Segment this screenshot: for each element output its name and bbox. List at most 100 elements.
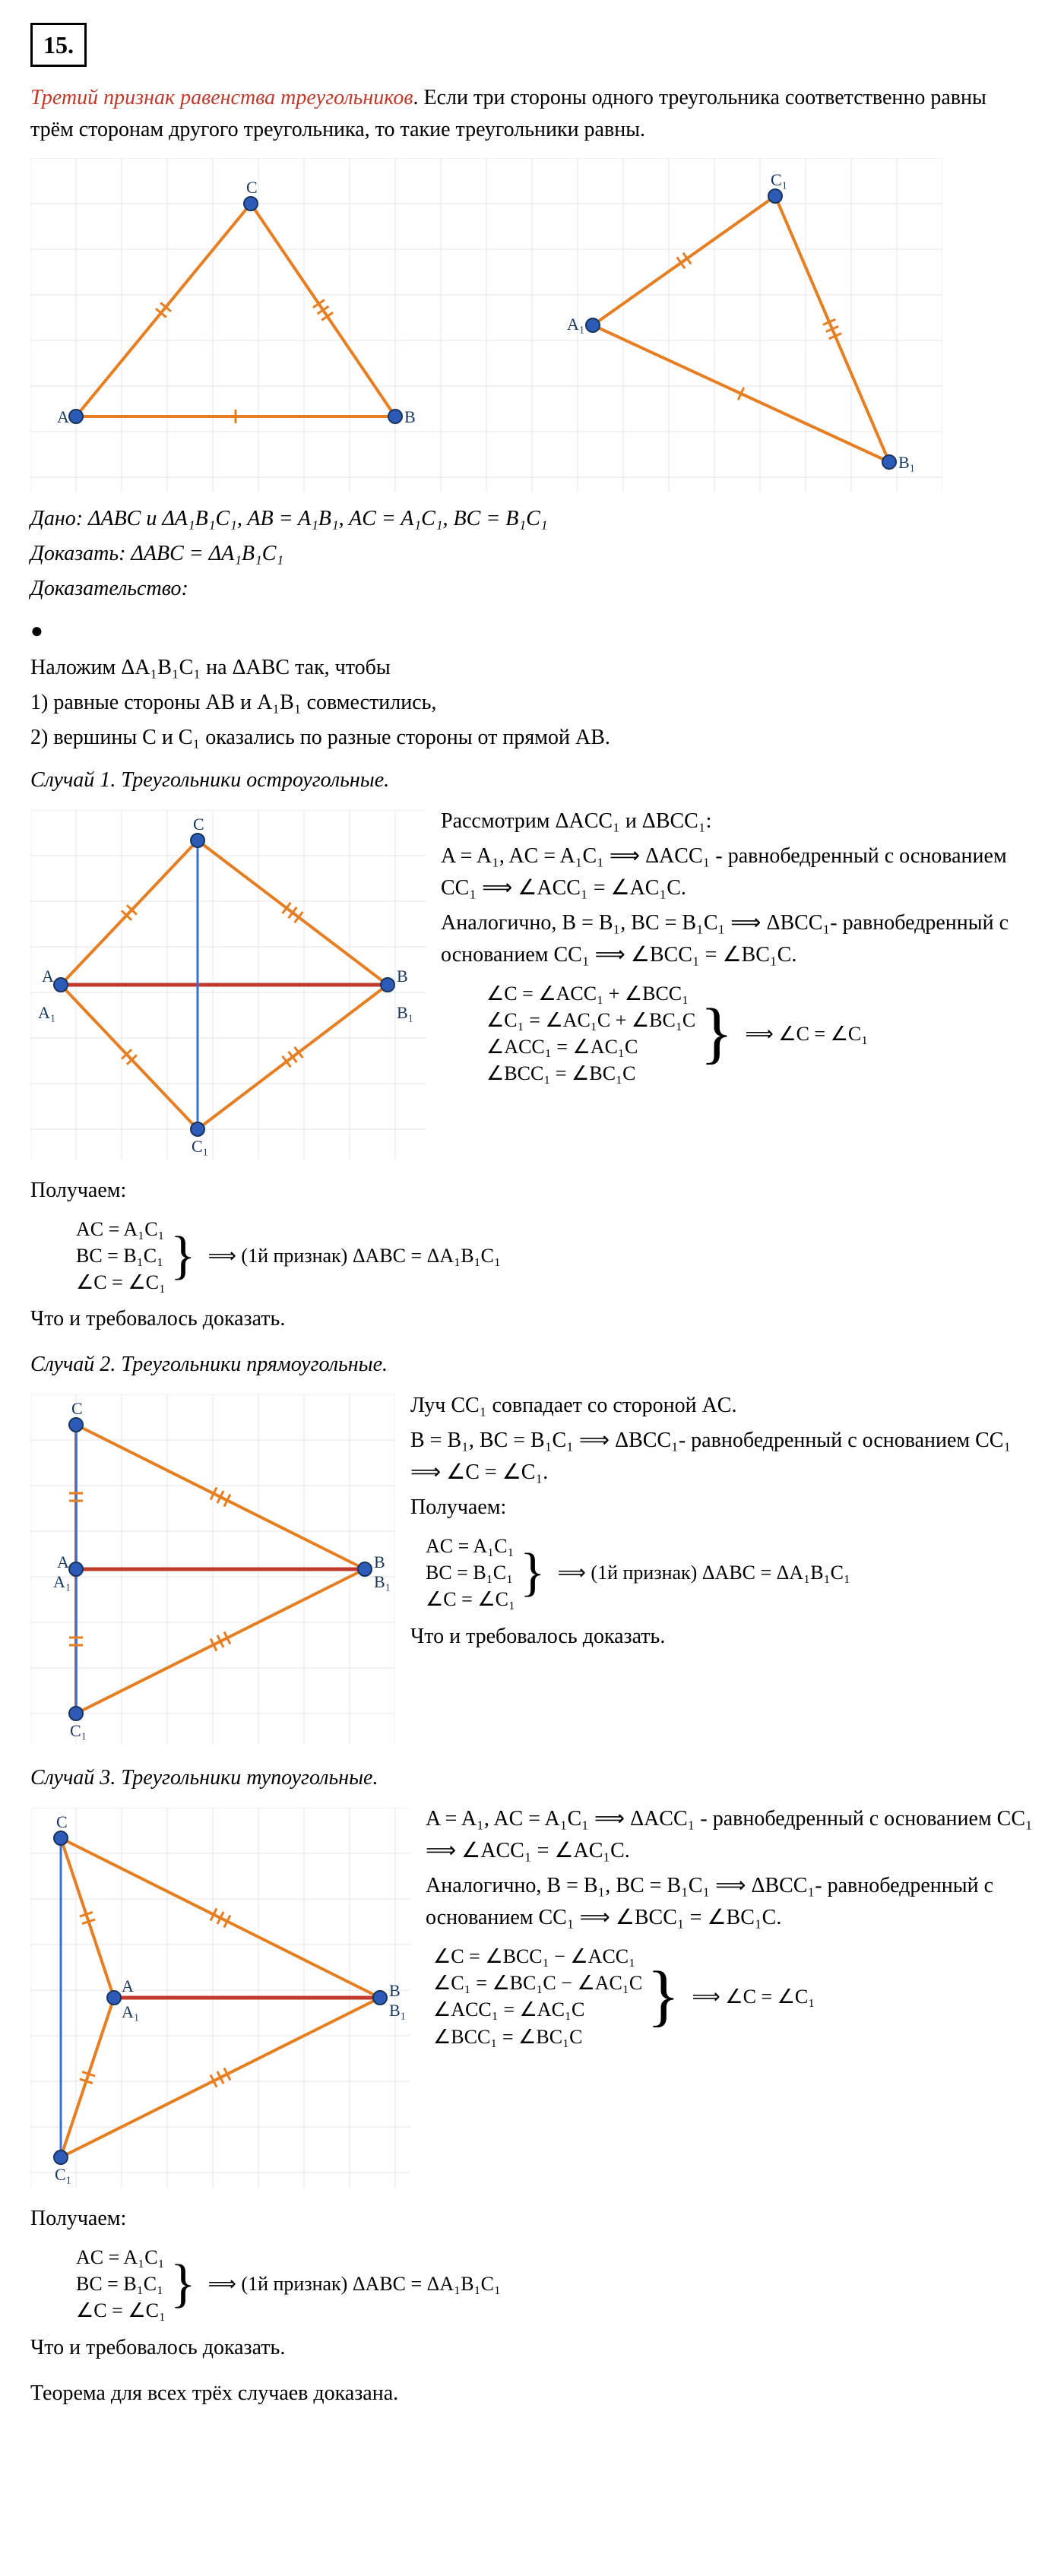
- svg-text:C₁: C₁: [55, 2165, 71, 2184]
- case1-brace: ∠C = ∠ACC₁ + ∠BCC₁∠C₁ = ∠AC₁C + ∠BC₁C∠AC…: [486, 979, 1034, 1087]
- brace-line: ∠C = ∠BCC₁ − ∠ACC₁: [433, 1943, 642, 1970]
- case3-label-text: Случай 3: [30, 1766, 110, 1790]
- brace-line: ∠C₁ = ∠AC₁C + ∠BC₁C: [486, 1007, 695, 1033]
- brace-line: ∠ACC₁ = ∠AC₁C: [433, 1996, 642, 2023]
- brace-line: BC = B₁C₁: [76, 1242, 166, 1269]
- case1-row: AA₁BB₁CC₁ Рассмотрим ΔACC₁ и ΔBCC₁: A = …: [30, 802, 1034, 1167]
- case3-row: C A A₁ BB₁ C₁ A = A₁, AC = A₁C₁ ⟹ ΔACC₁ - ра…: [30, 1800, 1034, 2195]
- svg-text:A₁: A₁: [53, 1572, 71, 1591]
- case1-text: Рассмотрим ΔACC₁ и ΔBCC₁: A = A₁, AC = A…: [441, 802, 1034, 1094]
- overlay-step2: 2) вершины C и C₁ оказались по разные ст…: [30, 722, 1034, 754]
- case1-label: Случай 1. Треугольники остроугольные.: [30, 764, 1034, 796]
- case2-get: Получаем:: [410, 1492, 1034, 1524]
- svg-text:B₁: B₁: [374, 1572, 391, 1591]
- svg-text:C: C: [193, 815, 204, 834]
- prove-text: : ΔABC = ΔA₁B₁C₁: [119, 542, 283, 565]
- brace-line: ∠C = ∠ACC₁ + ∠BCC₁: [486, 980, 695, 1007]
- brace-line: BC = B₁C₁: [76, 2271, 166, 2297]
- brace-line: AC = A₁C₁: [76, 2244, 166, 2271]
- case1-label-text: Случай 1: [30, 768, 110, 792]
- case3-line1: A = A₁, AC = A₁C₁ ⟹ ΔACC₁ - равнобедренн…: [426, 1803, 1034, 1867]
- svg-text:C₁: C₁: [192, 1137, 208, 1156]
- svg-text:C: C: [246, 178, 258, 197]
- brace-icon: }: [170, 2263, 196, 2305]
- svg-text:C₁: C₁: [70, 1721, 87, 1740]
- svg-text:B₁: B₁: [397, 1003, 413, 1022]
- case3-final-brace: AC = A₁C₁BC = B₁C₁∠C = ∠C₁ } ⟹ (1й призн…: [76, 2242, 1034, 2324]
- case2-final-result: ⟹ (1й признак) ΔABC = ΔA₁B₁C₁: [558, 1558, 850, 1587]
- dano-text: : ΔABC и ΔA₁B₁C₁, AB = A₁B₁, AC = A₁C₁, …: [76, 507, 548, 530]
- brace-icon: }: [170, 1235, 196, 1277]
- svg-text:A₁: A₁: [38, 1003, 56, 1022]
- prove-label: Доказать: [30, 542, 119, 565]
- case1-line2: A = A₁, AC = A₁C₁ ⟹ ΔACC₁ - равнобедренн…: [441, 840, 1034, 904]
- svg-text:B: B: [374, 1552, 385, 1571]
- brace-line: ∠BCC₁ = ∠BC₁C: [486, 1060, 695, 1087]
- svg-text:A: A: [57, 407, 69, 426]
- case2-label-text: Случай 2: [30, 1353, 110, 1376]
- brace-line: AC = A₁C₁: [426, 1533, 515, 1559]
- bullet-icon: ●: [30, 616, 1034, 647]
- svg-text:C: C: [71, 1399, 83, 1418]
- case2-final-brace: AC = A₁C₁BC = B₁C₁∠C = ∠C₁ } ⟹ (1й призн…: [426, 1531, 1034, 1612]
- brace-line: ∠C = ∠C₁: [76, 2297, 166, 2324]
- brace-icon: }: [647, 1969, 679, 2024]
- case3-qed: Что и требовалось доказать.: [30, 2332, 1034, 2364]
- case3-brace-result: ⟹ ∠C = ∠C₁: [692, 1982, 815, 2011]
- svg-text:A: A: [42, 967, 54, 986]
- case1-line3: Аналогично, B = B₁, BC = B₁C₁ ⟹ ΔBCC₁- р…: [441, 907, 1034, 971]
- case3-title: . Треугольники тупоугольные.: [110, 1766, 378, 1790]
- svg-text:C: C: [56, 1812, 68, 1831]
- svg-text:B: B: [389, 1981, 401, 2000]
- case1-final-result: ⟹ (1й признак) ΔABC = ΔA₁B₁C₁: [208, 1241, 501, 1271]
- dano-label: Дано: [30, 507, 76, 530]
- brace-line: ∠C = ∠C₁: [426, 1586, 515, 1612]
- figure-case2: C AA₁ BB₁ C₁: [30, 1394, 395, 1744]
- problem-number: 15.: [30, 23, 87, 67]
- svg-text:A: A: [57, 1552, 69, 1571]
- overlay-step1: 1) равные стороны AB и A₁B₁ совместились…: [30, 687, 1034, 719]
- case1-title: . Треугольники остроугольные.: [110, 768, 389, 792]
- svg-text:B: B: [404, 407, 416, 426]
- proof-label: Доказательство: [30, 577, 181, 600]
- case3-final-result: ⟹ (1й признак) ΔABC = ΔA₁B₁C₁: [208, 2269, 501, 2299]
- figure-case1: AA₁BB₁CC₁: [30, 810, 426, 1160]
- overlay-intro: Наложим ΔA₁B₁C₁ на ΔABC так, чтобы: [30, 652, 1034, 684]
- case3-text: A = A₁, AC = A₁C₁ ⟹ ΔACC₁ - равнобедренн…: [426, 1800, 1034, 2057]
- svg-text:B₁: B₁: [389, 2001, 406, 2020]
- case3-brace: ∠C = ∠BCC₁ − ∠ACC₁∠C₁ = ∠BC₁C − ∠AC₁C∠AC…: [433, 1941, 1034, 2049]
- figure-top: A B C A₁ B₁ C₁: [30, 158, 1034, 492]
- case2-label: Случай 2. Треугольники прямоугольные.: [30, 1349, 1034, 1381]
- svg-text:A: A: [122, 1976, 134, 1995]
- case2-title: . Треугольники прямоугольные.: [110, 1353, 388, 1376]
- brace-icon: }: [700, 1006, 733, 1061]
- svg-text:B₁: B₁: [898, 453, 915, 472]
- case2-text: Луч CC₁ совпадает со стороной AC. B = B₁…: [410, 1387, 1034, 1655]
- given-block: Дано: ΔABC и ΔA₁B₁C₁, AB = A₁B₁, AC = A₁…: [30, 503, 1034, 605]
- case2-row: C AA₁ BB₁ C₁ Луч CC₁ совпадает со стороной …: [30, 1387, 1034, 1752]
- case2-qed: Что и требовалось доказать.: [410, 1621, 1034, 1653]
- intro-paragraph: Третий признак равенства треугольников. …: [30, 82, 1034, 146]
- case1-brace-result: ⟹ ∠C = ∠C₁: [745, 1019, 868, 1049]
- brace-line: BC = B₁C₁: [426, 1559, 515, 1586]
- figure-case3: C A A₁ BB₁ C₁: [30, 1808, 410, 2188]
- brace-line: ∠ACC₁ = ∠AC₁C: [486, 1033, 695, 1060]
- case1-qed: Что и требовалось доказать.: [30, 1303, 1034, 1335]
- case1-get: Получаем:: [30, 1175, 1034, 1207]
- brace-line: ∠C₁ = ∠BC₁C − ∠AC₁C: [433, 1970, 642, 1996]
- case3-label: Случай 3. Треугольники тупоугольные.: [30, 1762, 1034, 1794]
- brace-icon: }: [520, 1552, 546, 1594]
- svg-text:C₁: C₁: [771, 170, 787, 189]
- proof-colon: :: [181, 577, 188, 600]
- case2-line2: B = B₁, BC = B₁C₁ ⟹ ΔBCC₁- равнобедренны…: [410, 1425, 1034, 1489]
- brace-line: ∠C = ∠C₁: [76, 1269, 166, 1296]
- case3-get: Получаем:: [30, 2203, 1034, 2235]
- brace-line: ∠BCC₁ = ∠BC₁C: [433, 2024, 642, 2050]
- case1-final-brace: AC = A₁C₁BC = B₁C₁∠C = ∠C₁ } ⟹ (1й призн…: [76, 1214, 1034, 1296]
- case1-line1: Рассмотрим ΔACC₁ и ΔBCC₁:: [441, 805, 1034, 837]
- final-statement: Теорема для всех трёх случаев доказана.: [30, 2378, 1034, 2410]
- case2-line1: Луч CC₁ совпадает со стороной AC.: [410, 1390, 1034, 1422]
- svg-text:A₁: A₁: [122, 2002, 140, 2021]
- svg-text:A₁: A₁: [567, 315, 585, 334]
- brace-line: AC = A₁C₁: [76, 1216, 166, 1242]
